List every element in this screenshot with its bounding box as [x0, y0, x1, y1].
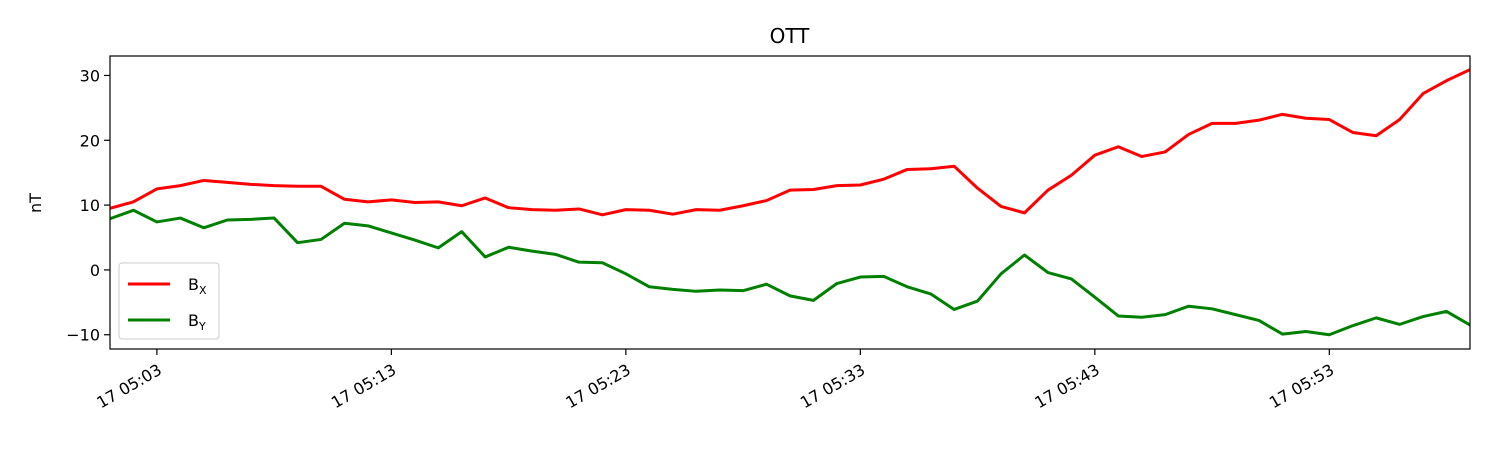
legend-label-by: BY [188, 311, 206, 333]
y-axis-title: nT [26, 193, 45, 213]
y-tick-label: −10 [66, 326, 100, 345]
x-tick-label: 17 05:43 [1031, 360, 1102, 412]
series-lines [110, 67, 1470, 337]
x-tick-label: 17 05:23 [562, 360, 633, 412]
x-tick-label: 17 05:03 [93, 360, 164, 412]
series-line-by [110, 208, 1470, 337]
x-tick-label: 17 05:53 [1266, 360, 1337, 412]
plot-frame [109, 55, 1471, 350]
x-axis: 17 05:03 17 05:13 17 05:23 17 05:33 17 05:43… [93, 349, 1337, 412]
y-axis: −10 0 10 20 30 [66, 66, 110, 345]
chart-title: OTT [770, 24, 811, 48]
y-tick-label: 0 [90, 261, 100, 280]
legend-label-bx: BX [188, 275, 207, 297]
x-tick-label: 17 05:13 [328, 360, 399, 412]
series-line-bx [110, 67, 1470, 217]
x-tick-label: 17 05:33 [797, 360, 868, 412]
y-tick-label: 10 [80, 196, 100, 215]
legend: BX BY [118, 262, 220, 340]
y-tick-label: 30 [80, 66, 100, 85]
y-tick-label: 20 [80, 131, 100, 150]
